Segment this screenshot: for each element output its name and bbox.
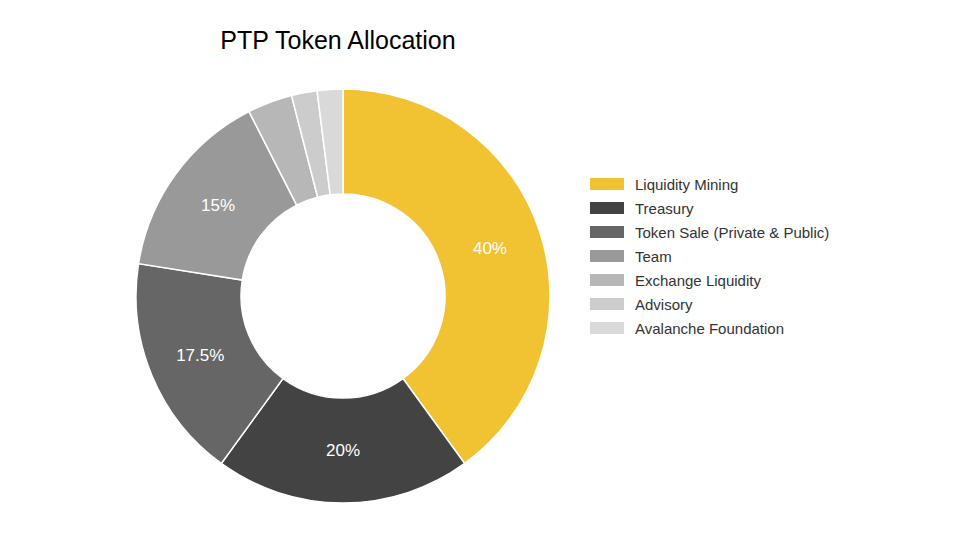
- html-text:Team: Team: [635, 247, 672, 265]
- html-text:Token Sale (Private & Public): Token Sale (Private & Public): [635, 223, 830, 241]
- svg-text:17.5%: 17.5%: [176, 346, 224, 365]
- svg-text:20%: 20%: [326, 441, 360, 460]
- html-text:Avalanche Foundation: Avalanche Foundation: [635, 319, 784, 337]
- html-text:PTP Token Allocation: PTP Token Allocation: [220, 26, 456, 54]
- svg-text:40%: 40%: [473, 239, 507, 258]
- html-text:Advisory: Advisory: [635, 295, 693, 313]
- html-text:Treasury: Treasury: [635, 199, 694, 217]
- svg-text:15%: 15%: [201, 196, 235, 215]
- html-text:Liquidity Mining: Liquidity Mining: [635, 175, 739, 193]
- html-text:Exchange Liquidity: Exchange Liquidity: [635, 271, 761, 289]
